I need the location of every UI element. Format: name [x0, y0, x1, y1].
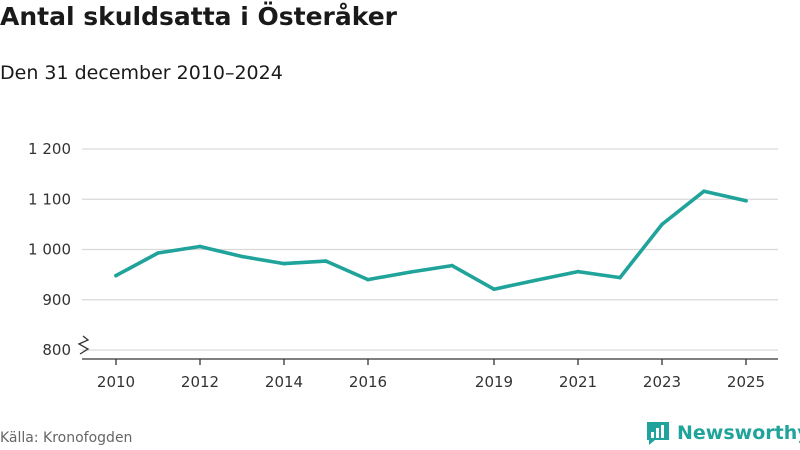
data-point-2014	[282, 261, 286, 266]
data-point-2023	[660, 222, 664, 227]
y-tick-label-1000: 1 000	[28, 241, 71, 259]
axis-break-icon	[77, 335, 90, 355]
data-point-2019	[492, 287, 496, 291]
y-tick-label-800: 800	[42, 341, 71, 359]
x-axis	[77, 335, 778, 365]
y-tick-label-1100: 1 100	[28, 190, 71, 208]
x-tick-label-2021: 2021	[559, 373, 597, 391]
data-point-2010	[114, 273, 118, 278]
newsworthy-logo-text: Newsworthy	[677, 422, 800, 444]
data-point-2017	[408, 270, 412, 274]
data-point-2021	[576, 269, 580, 274]
chart-title: Antal skuldsatta i Österåker	[0, 2, 397, 31]
x-tick-label-2019: 2019	[475, 373, 513, 391]
y-tick-label-1200: 1 200	[28, 140, 71, 158]
data-point-2011	[156, 251, 160, 255]
x-tick-label-2023: 2023	[643, 373, 681, 391]
x-tick-label-2012: 2012	[181, 373, 219, 391]
x-axis-labels: 2010 2012 2014 2016 2019 2021 2023 2025	[97, 373, 765, 391]
data-point-2020	[534, 278, 538, 282]
data-point-2015	[324, 259, 328, 263]
x-tick-label-2025: 2025	[727, 373, 765, 391]
x-tick-label-2010: 2010	[97, 373, 135, 391]
data-point-2025	[744, 198, 748, 203]
newsworthy-logo: Newsworthy	[645, 420, 800, 446]
data-point-2024	[702, 189, 706, 194]
data-point-2022	[618, 275, 622, 280]
data-point-2012	[198, 244, 202, 249]
newsworthy-logo-icon	[647, 422, 669, 445]
data-point-2013	[240, 254, 244, 259]
y-axis-labels: 800 900 1 000 1 100 1 200	[28, 140, 71, 359]
series-line-0	[114, 189, 748, 292]
x-tick-label-2016: 2016	[349, 373, 387, 391]
source-note: Källa: Kronofogden	[0, 430, 133, 446]
x-tick-label-2014: 2014	[265, 373, 303, 391]
data-point-2016	[366, 277, 370, 282]
chart-subtitle: Den 31 december 2010–2024	[0, 62, 283, 84]
gridlines	[82, 148, 778, 351]
data-point-2018	[450, 263, 454, 268]
series-layer	[114, 189, 748, 292]
y-tick-label-900: 900	[42, 291, 71, 309]
